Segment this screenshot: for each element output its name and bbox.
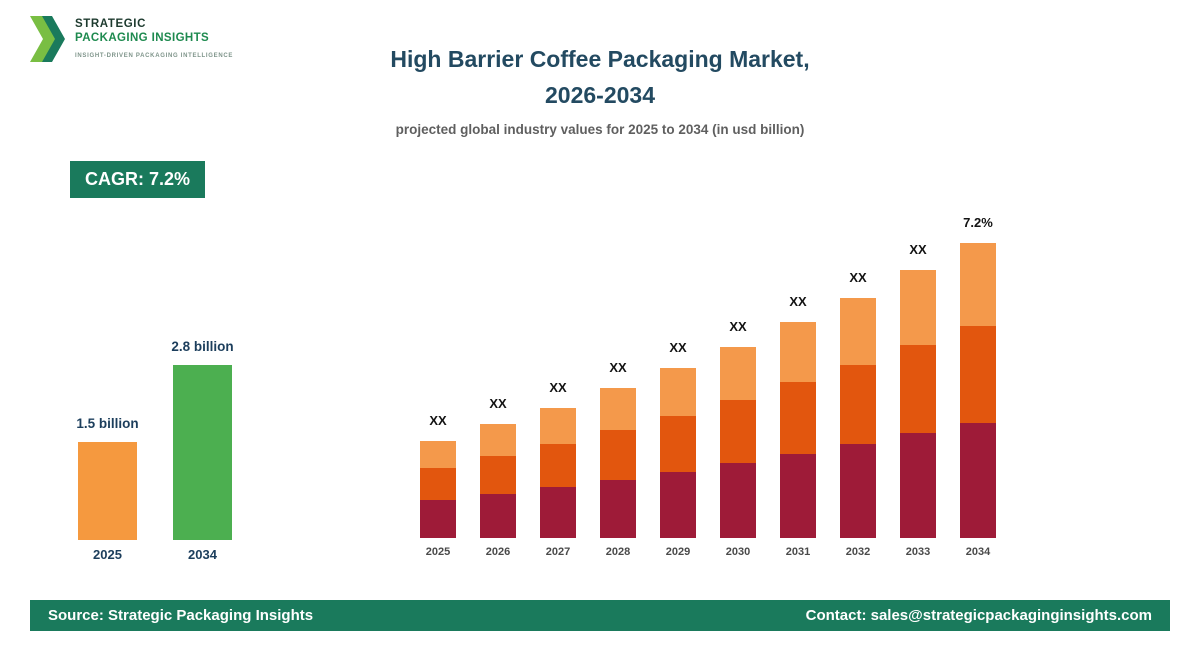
stacked-bar-column: XX 2033 [900, 242, 936, 558]
logo-tagline: INSIGHT-DRIVEN PACKAGING INTELLIGENCE [75, 52, 234, 59]
segment-bottom [900, 433, 936, 538]
stacked-bar-column: XX 2026 [480, 396, 516, 558]
mini-bar [78, 442, 137, 540]
bar-year-label: 2027 [545, 546, 571, 558]
logo-text: STRATEGIC PACKAGING INSIGHTS INSIGHT-DRI… [75, 14, 233, 59]
stacked-bar [480, 424, 516, 538]
segment-bottom [540, 487, 576, 538]
stacked-bar-column: XX 2027 [540, 380, 576, 558]
bar-value-label: XX [489, 396, 507, 411]
mini-bar [173, 365, 232, 540]
bar-value-label: XX [789, 294, 807, 309]
mini-bar-year-label: 2025 [93, 547, 122, 562]
mini-bar-value-label: 2.8 billion [171, 339, 234, 354]
mini-comparison-chart: 1.5 billion 2025 2.8 billion 2034 [76, 296, 234, 562]
segment-bottom [840, 444, 876, 538]
segment-middle [480, 455, 516, 494]
logo-line1: STRATEGIC [75, 18, 146, 30]
mini-bar-year-label: 2034 [188, 547, 217, 562]
mini-bar-value-label: 1.5 billion [76, 416, 139, 431]
segment-middle [960, 325, 996, 423]
segment-top [420, 441, 456, 469]
footer-source: Source: Strategic Packaging Insights [48, 607, 314, 624]
bar-value-label: XX [909, 242, 927, 257]
segment-middle [660, 415, 696, 472]
segment-top [660, 368, 696, 416]
main-stacked-bar-chart: XX 2025 XX 2026 XX 2027 XX 2028 XX 2029 XX 2030 XX 20… [420, 196, 996, 558]
segment-middle [720, 400, 756, 464]
segment-top [480, 424, 516, 456]
segment-top [600, 388, 636, 430]
mini-bar-column: 2.8 billion 2034 [171, 339, 234, 562]
segment-bottom [720, 463, 756, 538]
stacked-bar-column: XX 2028 [600, 360, 636, 558]
stacked-bar-column: XX 2025 [420, 413, 456, 558]
segment-bottom [780, 453, 816, 538]
segment-top [780, 322, 816, 383]
bar-value-label: XX [729, 319, 747, 334]
bar-year-label: 2025 [425, 546, 451, 558]
stacked-bar-column: XX 2029 [660, 340, 696, 558]
segment-bottom [960, 422, 996, 538]
segment-middle [780, 382, 816, 454]
bar-year-label: 2034 [965, 546, 991, 558]
stacked-bar [900, 270, 936, 538]
segment-middle [600, 430, 636, 480]
stacked-bar [780, 322, 816, 538]
stacked-bar-column: 7.2% 2034 [960, 215, 996, 558]
segment-bottom [420, 500, 456, 538]
stacked-bar [420, 441, 456, 538]
footer-contact: Contact: sales@strategicpackaginginsight… [805, 607, 1152, 624]
stacked-bar [840, 298, 876, 538]
stacked-bar [600, 388, 636, 538]
segment-bottom [600, 479, 636, 538]
segment-top [720, 347, 756, 401]
page-title-line2: 2026-2034 [545, 81, 655, 108]
bar-year-label: 2028 [605, 546, 631, 558]
segment-top [960, 243, 996, 326]
stacked-bar [540, 408, 576, 538]
stacked-bar-column: XX 2032 [840, 270, 876, 558]
page-title-line1: High Barrier Coffee Packaging Market, [390, 46, 810, 72]
stacked-bar-column: XX 2030 [720, 319, 756, 558]
segment-middle [420, 468, 456, 501]
logo: STRATEGIC PACKAGING INSIGHTS INSIGHT-DRI… [30, 14, 233, 64]
bar-year-label: 2029 [665, 546, 691, 558]
bar-year-label: 2031 [785, 546, 811, 558]
stacked-bar [660, 368, 696, 538]
page-subtitle: projected global industry values for 202… [395, 122, 805, 138]
bar-year-label: 2030 [725, 546, 751, 558]
segment-middle [900, 345, 936, 434]
bar-value-label: XX [609, 360, 627, 375]
segment-top [840, 298, 876, 366]
segment-bottom [480, 493, 516, 538]
segment-middle [540, 444, 576, 488]
cagr-badge: CAGR: 7.2% [70, 161, 206, 198]
bar-value-label: 7.2% [963, 215, 993, 230]
segment-top [900, 270, 936, 346]
logo-chevron-icon [30, 16, 65, 62]
segment-middle [840, 365, 876, 445]
bar-year-label: 2026 [485, 546, 511, 558]
logo-line2: PACKAGING INSIGHTS [75, 32, 210, 45]
bar-value-label: XX [849, 270, 867, 285]
bar-value-label: XX [429, 413, 447, 428]
mini-bar-column: 1.5 billion 2025 [76, 416, 139, 562]
chart-header: High Barrier Coffee Packaging Market, 20… [0, 42, 1200, 137]
bar-value-label: XX [549, 380, 567, 395]
segment-top [540, 408, 576, 445]
segment-bottom [660, 471, 696, 538]
stacked-bar [960, 243, 996, 538]
page-title: High Barrier Coffee Packaging Market, 20… [0, 42, 1200, 113]
bar-value-label: XX [669, 340, 687, 355]
bar-year-label: 2032 [845, 546, 871, 558]
footer-bar: Source: Strategic Packaging Insights Con… [30, 600, 1170, 631]
stacked-bar [720, 347, 756, 538]
bar-year-label: 2033 [905, 546, 931, 558]
stacked-bar-column: XX 2031 [780, 294, 816, 558]
